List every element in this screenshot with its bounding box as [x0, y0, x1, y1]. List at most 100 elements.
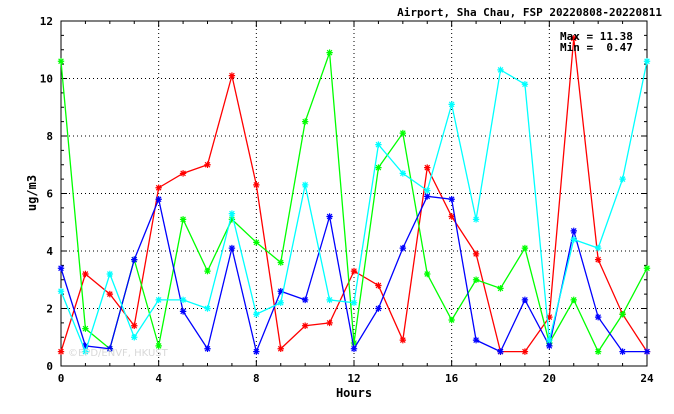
data-point [497, 285, 504, 292]
data-point [277, 345, 284, 352]
data-point [131, 256, 138, 263]
x-axis-label: Hours [336, 386, 372, 400]
x-tick-label: 20 [543, 372, 556, 385]
data-point [350, 339, 358, 347]
data-point [399, 129, 407, 137]
data-point [497, 66, 504, 74]
data-point [82, 342, 89, 350]
data-point [179, 170, 187, 177]
data-point [350, 299, 358, 306]
data-point [448, 213, 455, 220]
data-point [277, 299, 284, 306]
data-point [448, 316, 455, 324]
data-point [82, 325, 89, 332]
data-point [155, 196, 162, 203]
data-point [179, 308, 187, 315]
data-point [619, 311, 626, 318]
data-point [228, 72, 236, 79]
data-point [82, 270, 89, 278]
data-point [570, 296, 577, 304]
data-point [375, 141, 382, 148]
data-point [326, 319, 333, 327]
y-tick-label: 8 [46, 130, 53, 143]
x-tick-label: 12 [347, 372, 360, 385]
data-point [253, 181, 260, 189]
data-point [301, 296, 309, 304]
data-point [204, 161, 211, 168]
data-point [277, 259, 284, 266]
y-axis-label: ug/m3 [25, 175, 39, 211]
data-point [375, 282, 382, 289]
y-tick-label: 0 [46, 360, 53, 373]
data-point [326, 213, 333, 220]
data-point [594, 244, 602, 252]
data-point [106, 345, 114, 352]
data-point [106, 270, 114, 278]
data-point [82, 348, 89, 355]
data-point [619, 348, 626, 355]
data-point [155, 342, 162, 350]
data-point [375, 305, 382, 312]
data-point [57, 288, 65, 295]
x-tick-label: 16 [445, 372, 459, 385]
data-point [448, 101, 455, 108]
data-point [448, 196, 455, 203]
data-point [521, 244, 529, 252]
chart-title: Airport, Sha Chau, FSP 20220808-20220811 [397, 6, 662, 19]
data-point [424, 164, 431, 171]
data-point [521, 348, 529, 355]
data-point [253, 348, 260, 355]
data-point [570, 227, 577, 235]
grid-layer [61, 21, 647, 366]
data-point [472, 250, 480, 258]
data-point [301, 322, 309, 329]
data-point [570, 236, 577, 243]
data-point [350, 267, 358, 275]
x-tick-label: 8 [253, 372, 260, 385]
data-point [228, 244, 236, 252]
y-tick-label: 12 [40, 15, 53, 28]
data-point [253, 239, 260, 246]
data-point [399, 336, 407, 344]
data-point [399, 170, 407, 177]
data-point [179, 216, 187, 223]
data-point [350, 345, 358, 352]
series-layer [57, 35, 651, 355]
data-point [179, 296, 187, 304]
min-annotation: Min = 0.47 [560, 41, 633, 54]
data-point [472, 276, 480, 283]
data-point [253, 311, 260, 318]
data-point [375, 164, 382, 171]
data-point [424, 187, 431, 194]
y-tick-label: 4 [46, 245, 53, 258]
data-point [424, 270, 431, 278]
data-point [546, 313, 553, 321]
data-point [57, 265, 65, 272]
y-tick-label: 10 [40, 73, 53, 86]
data-point [277, 288, 284, 295]
data-point [521, 296, 529, 304]
data-point [301, 181, 309, 189]
y-tick-label: 6 [46, 188, 53, 201]
x-tick-label: 24 [640, 372, 654, 385]
data-point [301, 118, 309, 125]
data-point [594, 348, 602, 355]
data-point [521, 81, 529, 88]
data-point [497, 348, 504, 355]
data-point [204, 267, 211, 275]
data-point [155, 296, 162, 304]
data-point [546, 336, 553, 344]
data-point [424, 193, 431, 200]
data-point [155, 184, 162, 191]
x-tick-label: 4 [155, 372, 162, 385]
data-point [131, 334, 138, 341]
data-point [106, 290, 114, 298]
y-tick-label: 2 [46, 303, 53, 316]
data-point [472, 336, 480, 344]
data-point [326, 296, 333, 304]
data-point [643, 58, 651, 65]
data-point [643, 348, 651, 355]
